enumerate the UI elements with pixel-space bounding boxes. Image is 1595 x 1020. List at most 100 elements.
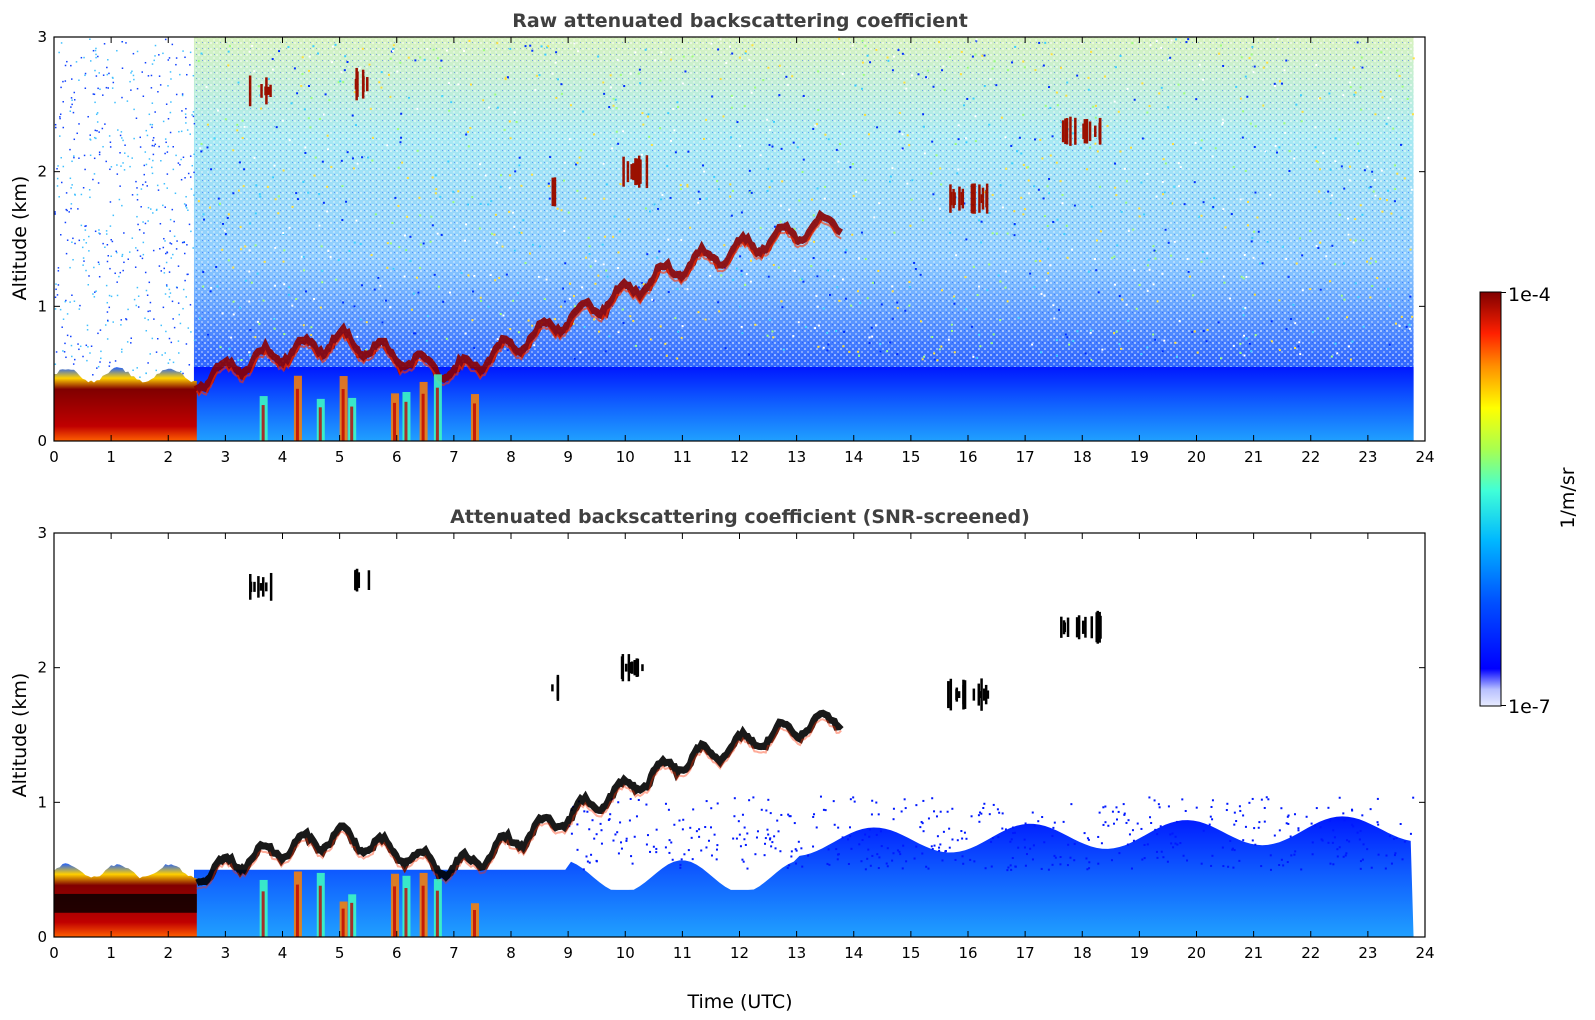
cloud-mark <box>629 662 633 674</box>
backscatter-field <box>54 37 1415 441</box>
x-tick-label: 19 <box>1130 448 1149 466</box>
backscatter-field <box>54 568 1415 937</box>
cloud-mark <box>949 184 952 213</box>
cloud-mark <box>630 164 633 180</box>
cloud-mark <box>973 183 976 214</box>
cloud-mark <box>551 177 555 207</box>
top-panel-y-label: Altitude (km) <box>9 176 31 301</box>
y-tick-label: 0 <box>37 928 47 946</box>
x-tick-label: 23 <box>1358 448 1377 466</box>
cloud-mark <box>265 582 268 592</box>
cloud-mark <box>1084 616 1087 638</box>
cloud-mark <box>632 163 635 181</box>
y-tick-label: 2 <box>37 659 47 677</box>
x-tick-label: 15 <box>901 448 920 466</box>
cloud-mark <box>978 184 981 213</box>
cloud-mark <box>957 691 961 699</box>
x-tick-label: 22 <box>1301 944 1320 962</box>
x-tick-label: 17 <box>1016 944 1035 962</box>
x-tick-label: 12 <box>730 944 749 962</box>
cloud-mark <box>627 654 631 682</box>
x-tick-label: 17 <box>1016 448 1035 466</box>
x-axis-label: Time (UTC) <box>686 991 792 1013</box>
cloud-mark <box>949 678 953 711</box>
y-tick-label: 1 <box>37 793 47 811</box>
bottom-panel: 0 1 2 3 4 5 6 7 8 9 10 11 12 13 14 15 16 17 18 19 20 21 22 23 24… <box>37 524 1434 962</box>
cloud-mark <box>1066 617 1070 637</box>
x-tick-label: 9 <box>563 944 573 962</box>
x-tick-label: 23 <box>1358 944 1377 962</box>
cloud-mark <box>963 680 967 709</box>
y-tick-label: 2 <box>37 163 47 181</box>
cloud-mark <box>955 689 958 700</box>
y-tick-label: 3 <box>37 28 47 46</box>
colorbar-max-label: 1e-4 <box>1508 284 1551 306</box>
colorbar <box>1479 291 1506 707</box>
cloud-mark <box>626 161 630 183</box>
cloud-mark <box>960 192 964 206</box>
cloud-mark <box>1090 616 1094 639</box>
cloud-mark <box>1098 122 1101 140</box>
colorbar-gradient <box>1480 292 1501 706</box>
cloud-mark <box>982 688 986 701</box>
x-tick-label: 0 <box>49 944 59 962</box>
x-tick-label: 5 <box>335 448 345 466</box>
x-tick-label: 20 <box>1187 944 1206 962</box>
x-tick-label: 18 <box>1073 448 1092 466</box>
cloud-mark <box>986 690 990 699</box>
cloud-mark <box>253 581 256 592</box>
x-tick-label: 13 <box>787 448 806 466</box>
x-tick-label: 4 <box>278 944 288 962</box>
cloud-mark <box>1065 118 1069 145</box>
x-tick-label: 0 <box>49 448 59 466</box>
cloud-mark <box>1099 615 1102 639</box>
cloud-mark <box>249 573 252 600</box>
cloud-mark <box>1088 121 1092 142</box>
cloud-mark <box>259 583 263 591</box>
x-tick-label: 19 <box>1130 944 1149 962</box>
x-tick-label: 5 <box>335 944 345 962</box>
cloud-mark <box>1060 616 1063 638</box>
cloud-mark <box>265 77 268 105</box>
cloud-mark <box>1081 620 1085 634</box>
bottom-panel-title: Attenuated backscattering coefficient (S… <box>450 506 1030 528</box>
bottom-panel-y-label: Altitude (km) <box>9 673 31 798</box>
cloud-mark <box>634 158 637 186</box>
cloud-mark <box>980 678 983 711</box>
x-tick-label: 11 <box>673 944 692 962</box>
x-tick-label: 6 <box>392 944 402 962</box>
top-panel-title: Raw attenuated backscattering coefficien… <box>512 10 968 32</box>
cloud-mark <box>972 688 976 701</box>
cloud-mark <box>1095 612 1098 643</box>
x-tick-label: 10 <box>616 448 635 466</box>
cloud-mark <box>362 76 365 93</box>
cloud-mark <box>268 87 272 95</box>
x-tick-label: 9 <box>563 448 573 466</box>
x-tick-label: 2 <box>163 448 173 466</box>
cloud-mark <box>1085 118 1089 144</box>
x-tick-label: 16 <box>958 448 977 466</box>
y-tick-label: 1 <box>37 297 47 315</box>
cloud-mark <box>947 681 950 709</box>
colorbar-min-label: 1e-7 <box>1508 696 1551 718</box>
x-tick-label: 6 <box>392 448 402 466</box>
x-tick-label: 22 <box>1301 448 1320 466</box>
cloud-mark <box>366 77 369 92</box>
cloud-mark <box>639 159 642 184</box>
cloud-mark <box>1094 125 1097 137</box>
cloud-mark <box>981 187 985 210</box>
x-tick-label: 8 <box>506 448 516 466</box>
x-tick-label: 18 <box>1073 944 1092 962</box>
cloud-mark <box>257 576 260 598</box>
y-tick-label: 0 <box>37 432 47 450</box>
x-tick-label: 20 <box>1187 448 1206 466</box>
x-tick-label: 1 <box>106 944 116 962</box>
x-tick-label: 4 <box>278 448 288 466</box>
cloud-mark <box>556 674 560 701</box>
x-tick-label: 24 <box>1415 448 1434 466</box>
cloud-mark <box>1063 622 1067 633</box>
cloud-mark <box>977 683 981 706</box>
x-tick-label: 3 <box>221 944 231 962</box>
cloud-mark <box>354 78 358 90</box>
